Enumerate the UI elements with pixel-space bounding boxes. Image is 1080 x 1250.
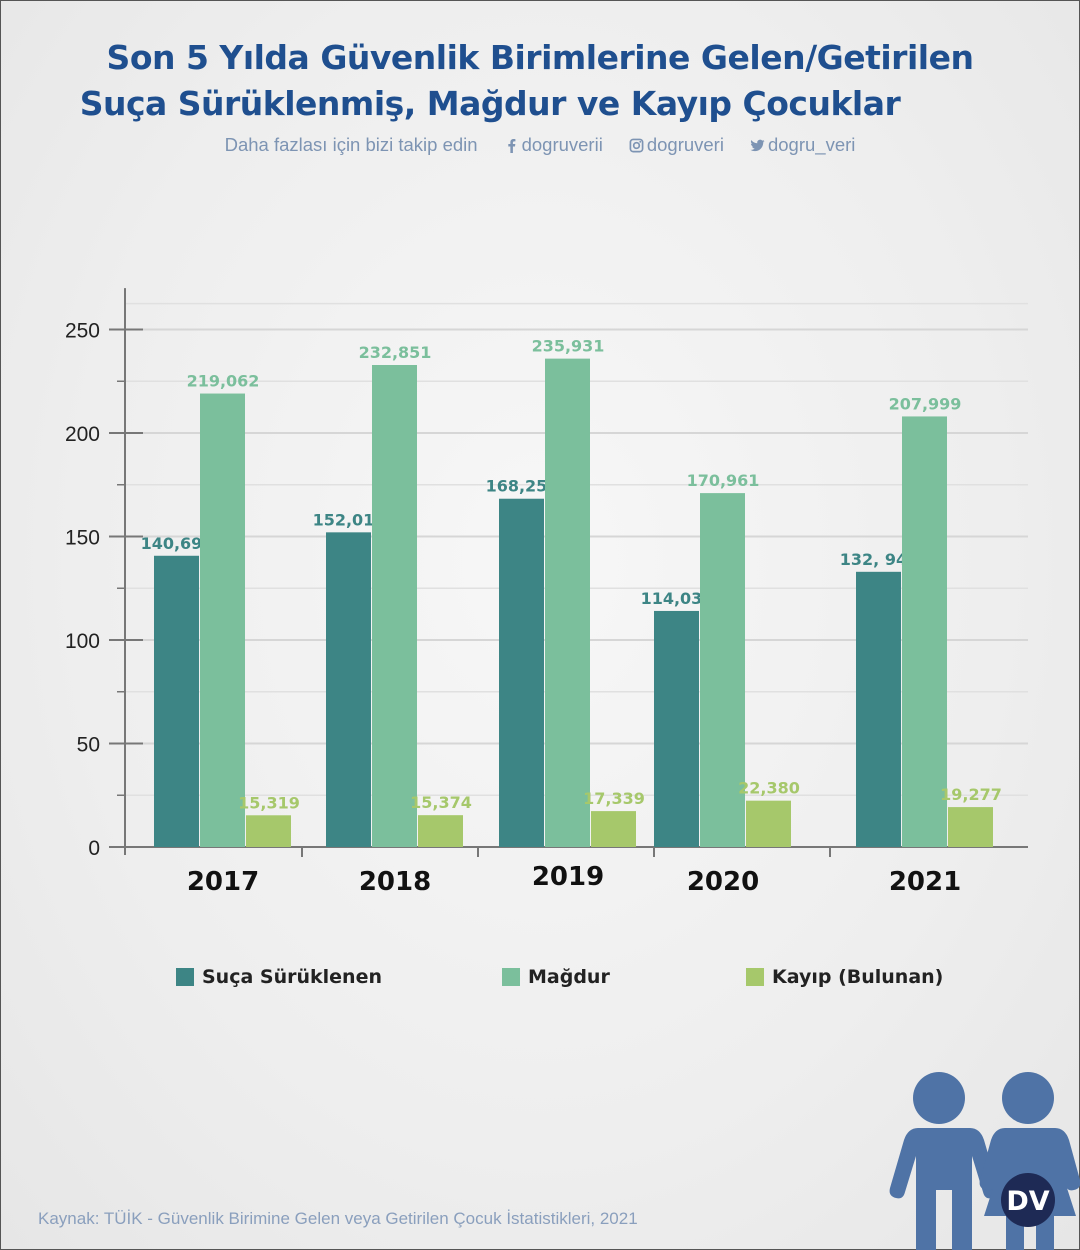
- children-illustration: DV: [889, 1072, 1080, 1250]
- x-tick-label: 2021: [889, 867, 961, 897]
- bar-2017-s2: [246, 815, 291, 847]
- bar-2020-s0: [654, 610, 699, 847]
- legend-swatch-suca: [176, 968, 194, 986]
- x-tick-label: 2018: [359, 867, 431, 897]
- chart-title-line2: Suça Sürüklenmiş, Mağdur ve Kayıp Çocukl…: [79, 84, 901, 123]
- facebook-icon: [507, 138, 516, 153]
- bar-2019-s0: [499, 498, 544, 847]
- legend-item-suca: Suça Sürüklenen: [176, 966, 382, 988]
- data-label: 219,062: [187, 372, 260, 391]
- dv-logo-text: DV: [1006, 1186, 1049, 1217]
- instagram-link[interactable]: dogruveri: [629, 134, 724, 156]
- data-label: 168,250: [486, 477, 559, 496]
- facebook-link[interactable]: dogruverii: [504, 134, 603, 156]
- follow-text: Daha fazlası için bizi takip edin: [224, 134, 478, 155]
- data-label: 152,011: [313, 510, 386, 529]
- source-note: Kaynak: TÜİK - Güvenlik Birimine Gelen v…: [38, 1209, 638, 1228]
- bar-2020-s2: [746, 800, 791, 847]
- bar-2018-s0: [326, 532, 371, 847]
- bar-2020-s1: [700, 493, 745, 847]
- legend-swatch-kayip: [746, 968, 764, 986]
- bar-2018-s1: [372, 364, 417, 847]
- instagram-handle: dogruveri: [646, 134, 724, 155]
- data-label: 235,931: [532, 337, 605, 356]
- bar-2018-s2: [418, 815, 463, 847]
- bar-2019-s2: [591, 811, 636, 847]
- y-tick-label: 0: [88, 837, 100, 860]
- y-tick-label: 100: [65, 630, 100, 653]
- twitter-handle: dogru_veri: [767, 134, 856, 155]
- bar-2019-s1: [545, 358, 590, 847]
- legend-item-magdur: Mağdur: [502, 966, 610, 988]
- data-label: 132, 943: [840, 550, 918, 569]
- instagram-icon: [629, 138, 644, 152]
- y-tick-label: 250: [65, 320, 100, 343]
- x-tick-label: 2019: [532, 862, 604, 892]
- data-label: 15,374: [410, 793, 472, 812]
- data-label: 140,692: [141, 534, 214, 553]
- legend-label-magdur: Mağdur: [528, 966, 610, 988]
- y-tick-label: 50: [77, 734, 100, 757]
- data-label: 17,339: [583, 789, 645, 808]
- facebook-handle: dogruverii: [521, 134, 603, 155]
- data-label: 232,851: [359, 343, 432, 362]
- data-label: 22,380: [738, 779, 800, 798]
- twitter-link[interactable]: dogru_veri: [750, 134, 855, 156]
- legend-swatch-magdur: [502, 968, 520, 986]
- bar-2021-s2: [948, 807, 993, 847]
- data-label: 114,038: [641, 589, 714, 608]
- bar-2017-s1: [200, 393, 245, 847]
- data-label: 207,999: [889, 394, 962, 413]
- chart-title-line1: Son 5 Yılda Güvenlik Birimlerine Gelen/G…: [106, 38, 974, 77]
- chart-legend: Suça Sürüklenen Mağdur Kayıp (Bulunan): [0, 966, 1080, 996]
- bar-2021-s0: [856, 571, 901, 847]
- bar-2017-s0: [154, 555, 199, 847]
- y-tick-label: 200: [65, 423, 100, 446]
- dv-logo-badge: [1001, 1173, 1055, 1227]
- social-follow-bar: Daha fazlası için bizi takip edin dogruv…: [0, 134, 1080, 156]
- x-tick-label: 2020: [687, 867, 759, 897]
- legend-label-kayip: Kayıp (Bulunan): [772, 966, 944, 988]
- data-label: 19,277: [940, 785, 1002, 804]
- data-label: 170,961: [687, 471, 760, 490]
- legend-label-suca: Suça Sürüklenen: [202, 966, 382, 988]
- twitter-icon: [750, 139, 765, 151]
- data-label: 15,319: [238, 793, 300, 812]
- bar-2021-s1: [902, 416, 947, 847]
- legend-item-kayip: Kayıp (Bulunan): [746, 966, 943, 988]
- y-tick-label: 150: [65, 527, 100, 550]
- x-tick-label: 2017: [187, 867, 259, 897]
